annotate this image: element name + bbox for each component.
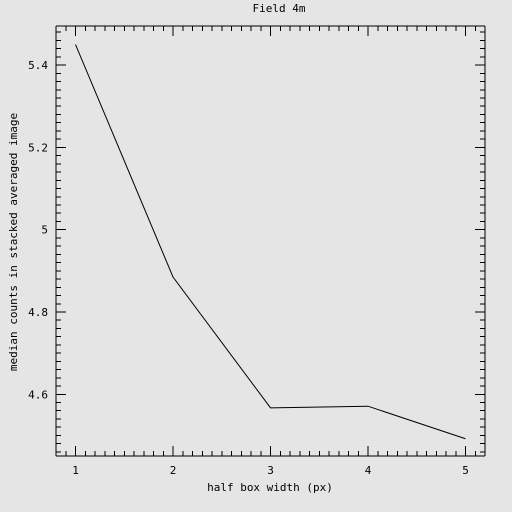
x-tick-label: 4 [365, 464, 372, 477]
series-layer [75, 44, 466, 440]
y-tick-label: 4.8 [28, 306, 48, 319]
x-tick-label: 3 [267, 464, 274, 477]
x-axis-label: half box width (px) [207, 481, 333, 494]
y-tick-label: 5.4 [28, 59, 48, 72]
x-tick-label: 1 [72, 464, 79, 477]
x-tick-label: 5 [462, 464, 469, 477]
y-tick-label: 4.6 [28, 388, 48, 401]
chart-title: Field 4m [253, 2, 306, 15]
x-tick-labels: 1 2 3 4 5 [72, 464, 469, 477]
x-tick-label: 2 [170, 464, 177, 477]
plot-frame [55, 25, 486, 457]
x-ticks [55, 26, 486, 456]
y-tick-label: 5 [41, 224, 48, 237]
y-tick-label: 5.2 [28, 141, 48, 154]
series-line [75, 44, 466, 440]
y-tick-labels: 4.6 4.8 5 5.2 5.4 [28, 59, 48, 401]
y-ticks [56, 31, 485, 453]
y-axis-label: median counts in stacked averaged image [7, 113, 20, 371]
